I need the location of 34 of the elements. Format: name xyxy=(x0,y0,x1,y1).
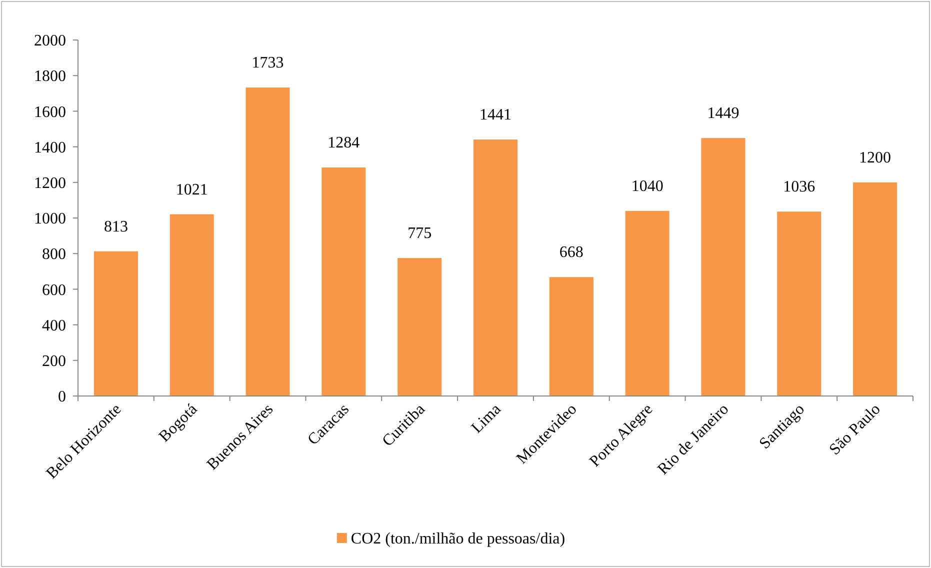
y-tick-label: 1400 xyxy=(34,139,66,156)
data-label: 1040 xyxy=(631,178,664,195)
y-tick-label: 800 xyxy=(42,246,66,264)
data-label: 775 xyxy=(408,225,432,242)
data-label: 1036 xyxy=(783,178,816,196)
y-tick-label: 1600 xyxy=(34,104,66,121)
bar xyxy=(246,88,290,396)
y-tick-label: 1800 xyxy=(34,68,66,86)
data-label: 1200 xyxy=(859,149,892,166)
bar xyxy=(170,214,214,396)
y-tick-label: 1000 xyxy=(34,210,66,228)
y-tick-label: 0 xyxy=(58,388,66,406)
data-label: 1449 xyxy=(707,105,740,122)
bar xyxy=(625,210,670,396)
bar xyxy=(853,182,898,396)
bar xyxy=(322,167,366,396)
bar xyxy=(777,212,822,396)
data-label: 813 xyxy=(104,218,128,236)
y-tick-label: 200 xyxy=(42,353,66,370)
data-label: 1441 xyxy=(480,106,512,124)
data-label: 1284 xyxy=(328,134,360,152)
bar xyxy=(94,251,138,396)
bar xyxy=(701,138,746,396)
legend-label: CO2 (ton./milhão de pessoas/dia) xyxy=(350,530,566,548)
y-tick-label: 2000 xyxy=(34,32,66,50)
y-tick-label: 600 xyxy=(42,282,66,299)
data-label: 668 xyxy=(559,244,584,262)
bar xyxy=(473,140,518,396)
data-label: 1021 xyxy=(176,181,208,198)
y-tick-label: 1200 xyxy=(34,175,66,192)
bar xyxy=(398,258,442,396)
bar xyxy=(549,277,594,396)
y-tick-label: 400 xyxy=(42,317,66,334)
data-label: 1733 xyxy=(252,54,284,72)
